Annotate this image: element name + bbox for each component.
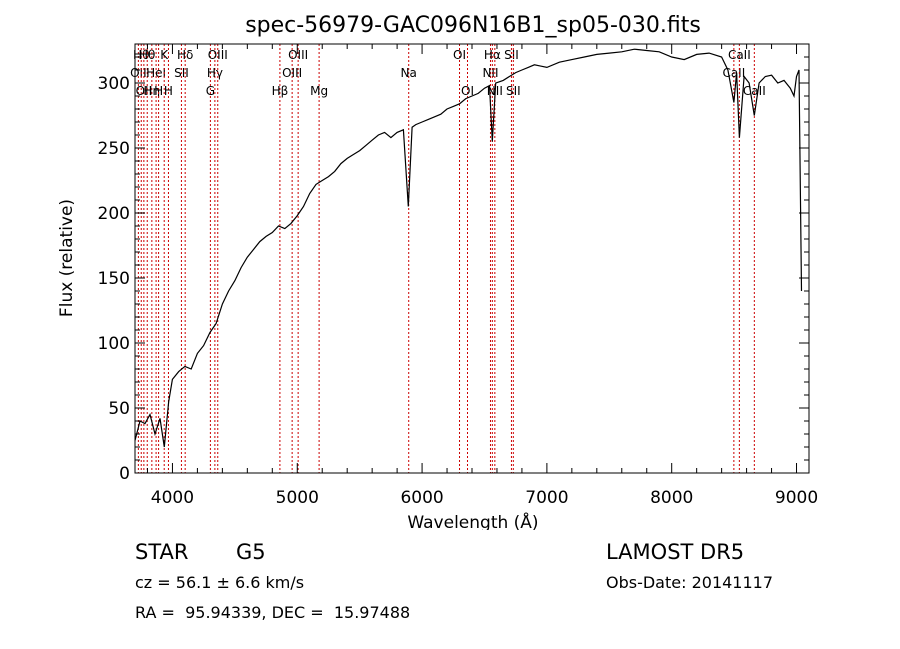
marker-label: SII: [174, 66, 189, 80]
y-tick-label: 100: [98, 334, 130, 354]
spectrum-series: [134, 48, 803, 448]
x-tick-label: 7000: [525, 488, 568, 508]
obs-date: Obs-Date: 20141117: [606, 573, 774, 592]
x-tick-label: 8000: [650, 488, 693, 508]
chart-title: spec-56979-GAC096N16B1_sp05-030.fits: [245, 13, 701, 38]
marker-label: OIII: [288, 48, 308, 62]
x-tick-label: 4000: [151, 488, 194, 508]
marker-label: NII: [482, 66, 498, 80]
marker-label: H: [154, 84, 163, 98]
y-axis-label: Flux (relative): [57, 199, 77, 317]
marker-label: Hδ: [177, 48, 193, 62]
marker-label: CaII: [743, 84, 766, 98]
redshift-text: cz = 56.1 ± 6.6 km/s: [135, 573, 305, 592]
marker-label: Hθ: [133, 48, 149, 62]
y-tick-label: 200: [98, 204, 130, 224]
y-tick-label: 50: [108, 399, 130, 419]
marker-label: OIII: [282, 66, 302, 80]
y-tick-label: 300: [98, 74, 130, 94]
marker-label: OI: [461, 84, 474, 98]
object-subclass: G5: [236, 540, 266, 564]
spectrum-chart: spec-56979-GAC096N16B1_sp05-030.fits OII…: [57, 13, 818, 533]
marker-label: OI: [453, 48, 466, 62]
marker-label: HeI: [146, 66, 166, 80]
y-tick-label: 150: [98, 269, 130, 289]
marker-label: SII: [506, 84, 521, 98]
marker-label: Hη: [144, 84, 161, 98]
survey-name: LAMOST DR5: [606, 540, 745, 564]
object-class: STAR: [135, 540, 189, 564]
marker-label: OII: [136, 84, 153, 98]
marker-label: OII: [130, 66, 147, 80]
x-axis-label: Wavelength (Å): [407, 511, 538, 530]
y-tick-label: 250: [98, 139, 130, 159]
coordinates: RA = 95.94339, DEC = 15.97488: [135, 603, 411, 622]
marker-label: Hγ: [207, 66, 223, 80]
marker-label: G: [206, 84, 215, 98]
x-axis-ticks: 4000 5000 6000 7000 8000 9000: [146, 44, 818, 508]
marker-label: Hα: [484, 48, 501, 62]
plot-frame: [134, 43, 810, 474]
marker-label: SII: [504, 48, 519, 62]
marker-label: Hθ: [139, 48, 155, 62]
marker-label: K: [160, 48, 169, 62]
marker-label: Na: [401, 66, 417, 80]
y-tick-label: 0: [119, 464, 130, 484]
marker-label: CaII: [722, 66, 745, 80]
marker-label: OIII: [208, 48, 228, 62]
x-tick-label: 6000: [400, 488, 443, 508]
spectrum-line: [134, 48, 803, 448]
marker-label: Mg: [310, 84, 328, 98]
y-axis-ticks: 0 50 100 150 200 250 300: [98, 56, 809, 484]
marker-label: CaII: [728, 48, 751, 62]
x-tick-label: 9000: [775, 488, 818, 508]
marker-label: Hβ: [272, 84, 289, 98]
marker-label: H: [164, 84, 173, 98]
x-tick-label: 5000: [276, 488, 319, 508]
